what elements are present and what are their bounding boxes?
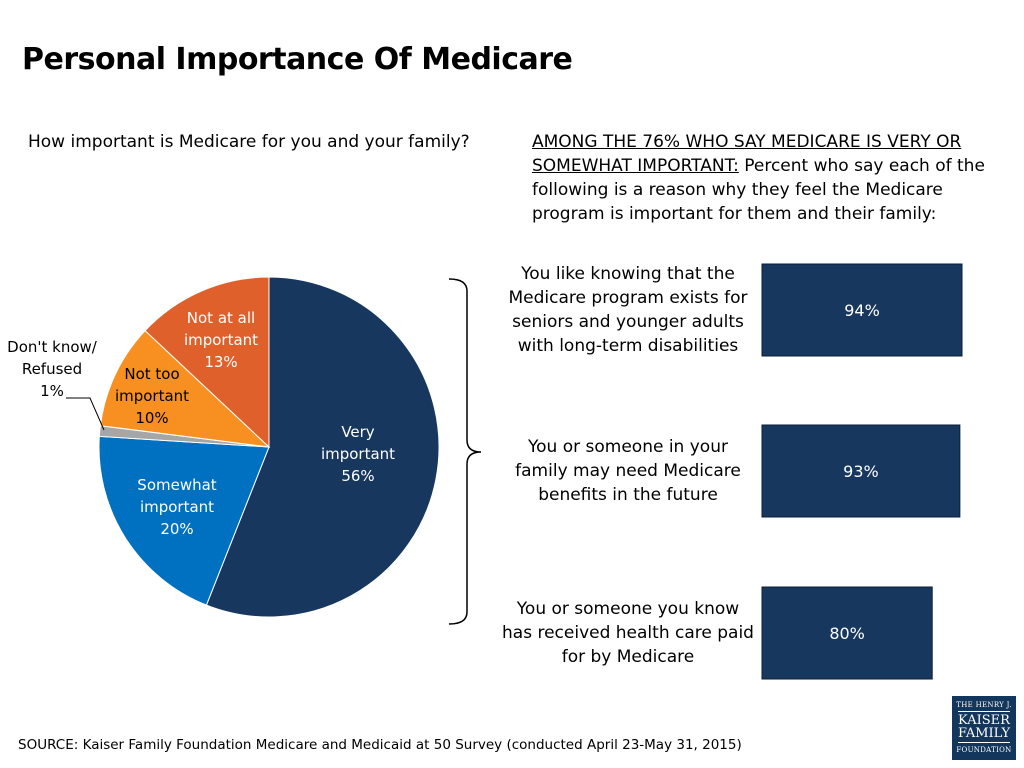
bar-category-label-line: benefits in the future [538,485,718,505]
bar-category-label-0: You like knowing that the Medicare progra… [498,262,758,358]
bar-value-label-2: 80% [829,624,865,643]
pie-question: How important is Medicare for you and yo… [28,132,470,152]
source-note: SOURCE: Kaiser Family Foundation Medicar… [18,737,742,753]
bar-category-label-line: You like knowing that the [521,264,735,284]
pie-label-line: important [140,498,214,516]
bar-value-label-1: 93% [843,462,879,481]
bar-category-label-line: family may need Medicare [515,461,741,481]
pie-labels: Very important 56% Somewhat important 20% Don'… [7,309,395,538]
logo-line-4: FOUNDATION [956,746,1012,754]
bar-category-label-line: seniors and younger adults [512,312,744,332]
pie-label-line: Refused [22,360,82,378]
pie-slice-4 [144,276,270,449]
pie-label-line: Don't know/ [7,338,98,356]
pie-slice-1 [98,435,270,606]
pie-label-line: important [184,331,258,349]
bar-category-label-line: has received health care paid [502,623,754,643]
bar-category-label-1: You or someone in your family may need Me… [498,435,758,507]
pie-label-line: important [115,387,189,405]
bar-category-label-line: You or someone in your [528,437,728,457]
bracket [448,278,482,625]
pie-label-4: Not at all important 13% [184,309,258,371]
pie-label-line: important [321,445,395,463]
pie-label-line: 56% [341,467,374,485]
bar-chart: 94% 93% 80% [761,263,963,680]
intro-rest: Percent who say each of the following is… [532,156,985,224]
pie-chart [98,276,440,618]
logo-line-3: FAMILY [957,726,1011,741]
pie-label-line: Very [341,423,374,441]
bar-0 [761,263,963,357]
bar-intro: AMONG THE 76% WHO SAY MEDICARE IS VERY O… [532,130,1012,226]
pie-slice-0 [205,276,440,618]
pie-label-1: Somewhat important 20% [137,476,217,538]
bar-2 [761,586,933,680]
pie-label-3: Not too important 10% [115,365,189,427]
pie-label-2: Don't know/Refused 1% [7,338,98,400]
bar-category-label-2: You or someone you know has received heal… [498,597,758,669]
pie-label-line: Not too [124,365,179,383]
bar-category-label-line: You or someone you know [516,599,740,619]
pie-label-line: 20% [160,520,193,538]
bar-category-label-line: with long-term disabilities [517,336,739,356]
pie-label-0: Very important 56% [321,423,395,485]
pie-label-line: 1% [40,382,64,400]
pie-leader-line [66,397,105,431]
bar-value-label-0: 94% [844,301,880,320]
logo-line-1: THE HENRY J. [956,701,1012,709]
bar-category-label-line: for by Medicare [561,647,695,667]
kaiser-logo: THE HENRY J. KAISER FAMILY FOUNDATION [952,696,1016,760]
pie-label-line: Somewhat [137,476,217,494]
pie-label-line: 10% [135,409,168,427]
page-title: Personal Importance Of Medicare [22,42,573,77]
logo-line-2: KAISER [958,713,1010,728]
bar-category-label-line: Medicare program exists for [508,288,748,308]
intro-underlined: AMONG THE 76% WHO SAY MEDICARE IS VERY O… [532,132,962,176]
pie-label-line: 13% [204,353,237,371]
pie-label-line: Not at all [187,309,255,327]
bar-1 [761,424,961,518]
